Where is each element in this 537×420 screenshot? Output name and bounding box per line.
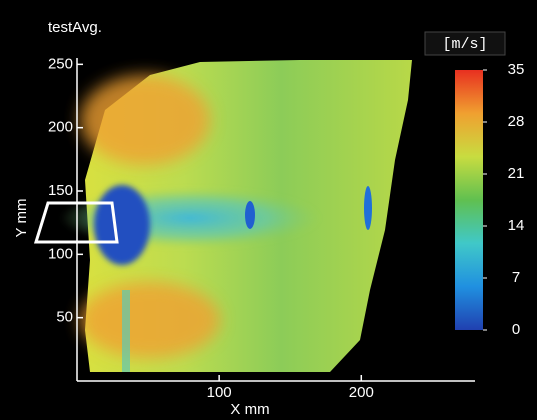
y-tick-label: 50 (56, 309, 73, 326)
y-tick-label: 250 (48, 55, 73, 72)
x-axis-label: X mm (230, 401, 269, 418)
chart: testAvg. X mm Y mm [m/s] 100 200 50 100 150 2… (0, 0, 537, 420)
colorbar-tick-label: 14 (508, 217, 525, 234)
colorbar (455, 70, 483, 330)
colorbar-tick-label: 0 (512, 321, 520, 338)
colorbar-tick-label: 7 (512, 269, 520, 286)
y-tick-label: 100 (48, 245, 73, 262)
colorbar-tick-label: 21 (508, 165, 525, 182)
page: {"chart_data": {"type": "heatmap", "titl… (0, 0, 537, 420)
x-tick-label: 100 (207, 384, 232, 401)
x-tick-label: 200 (349, 384, 374, 401)
y-tick-label: 150 (48, 182, 73, 199)
colorbar-label: [m/s] (442, 36, 487, 53)
y-axis-label: Y mm (13, 199, 30, 238)
colorbar-tick-label: 28 (508, 113, 525, 130)
velocity-field (36, 60, 412, 372)
y-tick-label: 200 (48, 119, 73, 136)
colorbar-tick-label: 35 (508, 61, 525, 78)
chart-title: testAvg. (48, 19, 102, 36)
